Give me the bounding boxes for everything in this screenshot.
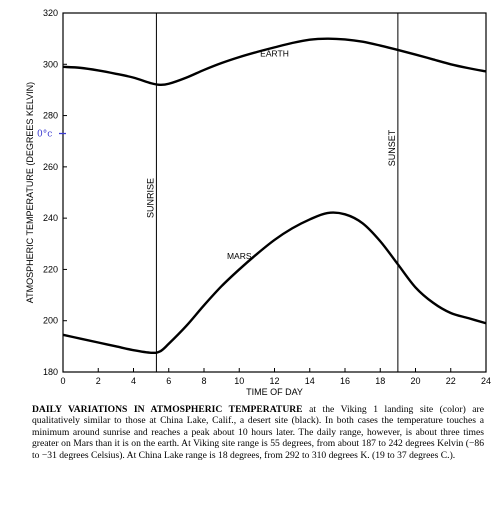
x-tick-label: 20 bbox=[410, 376, 420, 386]
event-label-sunset: SUNSET bbox=[387, 129, 397, 166]
x-tick-label: 14 bbox=[305, 376, 315, 386]
y-tick-label: 300 bbox=[43, 59, 58, 69]
x-tick-label: 16 bbox=[340, 376, 350, 386]
series-line-earth bbox=[62, 37, 487, 87]
x-tick-label: 10 bbox=[234, 376, 244, 386]
caption-lead: DAILY VARIATIONS IN ATMOSPHERIC TEMPERAT… bbox=[32, 404, 303, 415]
plot-frame bbox=[62, 12, 487, 373]
event-lines: SUNRISE SUNSET bbox=[145, 13, 399, 372]
x-tick-label: 24 bbox=[481, 376, 491, 386]
series-line-mars bbox=[62, 211, 487, 355]
y-tick-label: 260 bbox=[43, 162, 58, 172]
series-label-mars: MARS bbox=[227, 251, 252, 261]
x-tick-label: 8 bbox=[201, 376, 206, 386]
annotation-layer: 0°c bbox=[37, 130, 66, 140]
y-tick-label: 240 bbox=[43, 213, 58, 223]
x-tick-label: 12 bbox=[269, 376, 279, 386]
x-tick-label: 2 bbox=[96, 376, 101, 386]
y-axis-title: ATMOSPHERIC TEMPERATURE (DEGREES KELVIN) bbox=[25, 82, 35, 303]
x-tick-label: 4 bbox=[131, 376, 136, 386]
y-tick-label: 180 bbox=[43, 367, 58, 377]
y-tick-label: 200 bbox=[43, 316, 58, 326]
y-tick-label: 280 bbox=[43, 111, 58, 121]
y-tick-label: 320 bbox=[43, 8, 58, 18]
series-label-earth: EARTH bbox=[260, 49, 289, 59]
temperature-chart: 0 2 4 6 8 10 12 14 16 18 20 22 24 180200220240260280… bbox=[25, 8, 491, 397]
x-tick-label: 0 bbox=[60, 376, 65, 386]
zero-celsius-label: 0°c bbox=[37, 130, 52, 140]
x-tick-label: 6 bbox=[166, 376, 171, 386]
x-tick-label: 22 bbox=[446, 376, 456, 386]
series-layer: EARTH MARS bbox=[62, 37, 487, 355]
caption-text: at the Viking 1 landing site (color) are… bbox=[32, 404, 484, 461]
y-tick-label: 220 bbox=[43, 264, 58, 274]
x-axis: 0 2 4 6 8 10 12 14 16 18 20 22 24 bbox=[60, 368, 491, 386]
figure-caption: DAILY VARIATIONS IN ATMOSPHERIC TEMPERAT… bbox=[32, 404, 484, 461]
x-axis-title: TIME OF DAY bbox=[246, 387, 303, 397]
y-axis: 180 200 220 240 260 280 300 320 bbox=[43, 8, 67, 377]
x-tick-label: 18 bbox=[375, 376, 385, 386]
event-label-sunrise: SUNRISE bbox=[145, 178, 155, 218]
